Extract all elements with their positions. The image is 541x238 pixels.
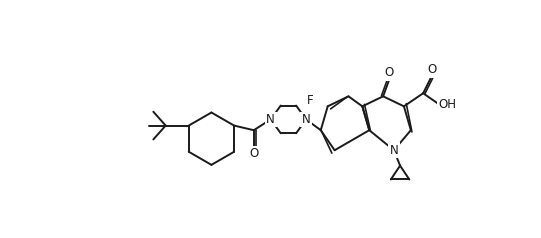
Text: OH: OH (439, 98, 457, 110)
Text: F: F (307, 94, 314, 107)
Text: O: O (249, 147, 259, 160)
Text: O: O (385, 66, 394, 79)
Text: N: N (302, 113, 311, 126)
Text: N: N (390, 144, 398, 157)
Text: O: O (427, 63, 436, 76)
Text: N: N (266, 113, 275, 126)
